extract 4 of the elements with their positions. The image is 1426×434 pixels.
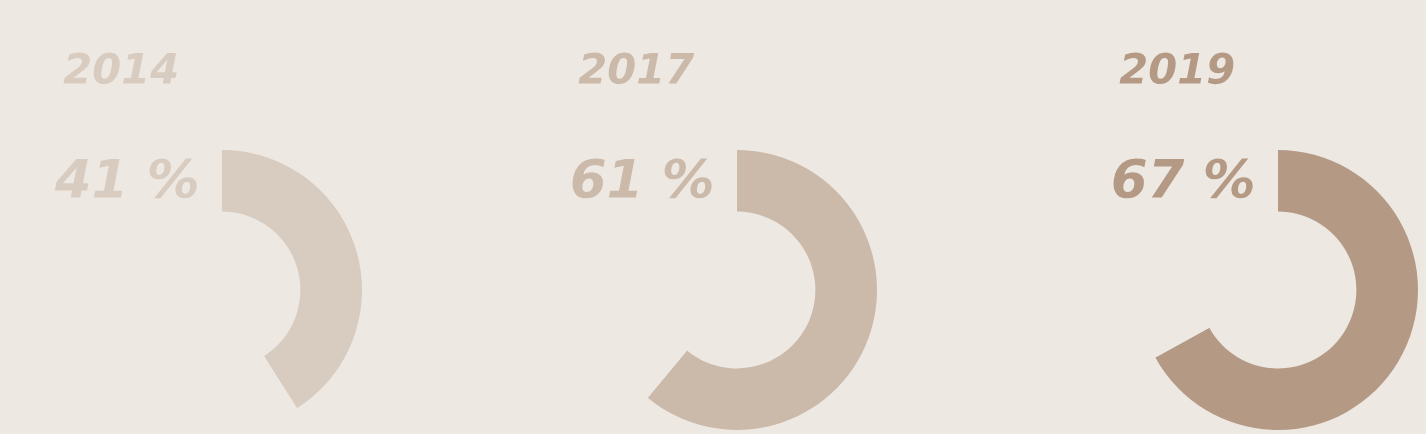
chart-title: 2017 <box>578 52 695 85</box>
data-label: 67 % <box>1113 158 1253 199</box>
data-label: 61 % <box>572 158 712 199</box>
chart-title: 2019 <box>1119 52 1234 85</box>
